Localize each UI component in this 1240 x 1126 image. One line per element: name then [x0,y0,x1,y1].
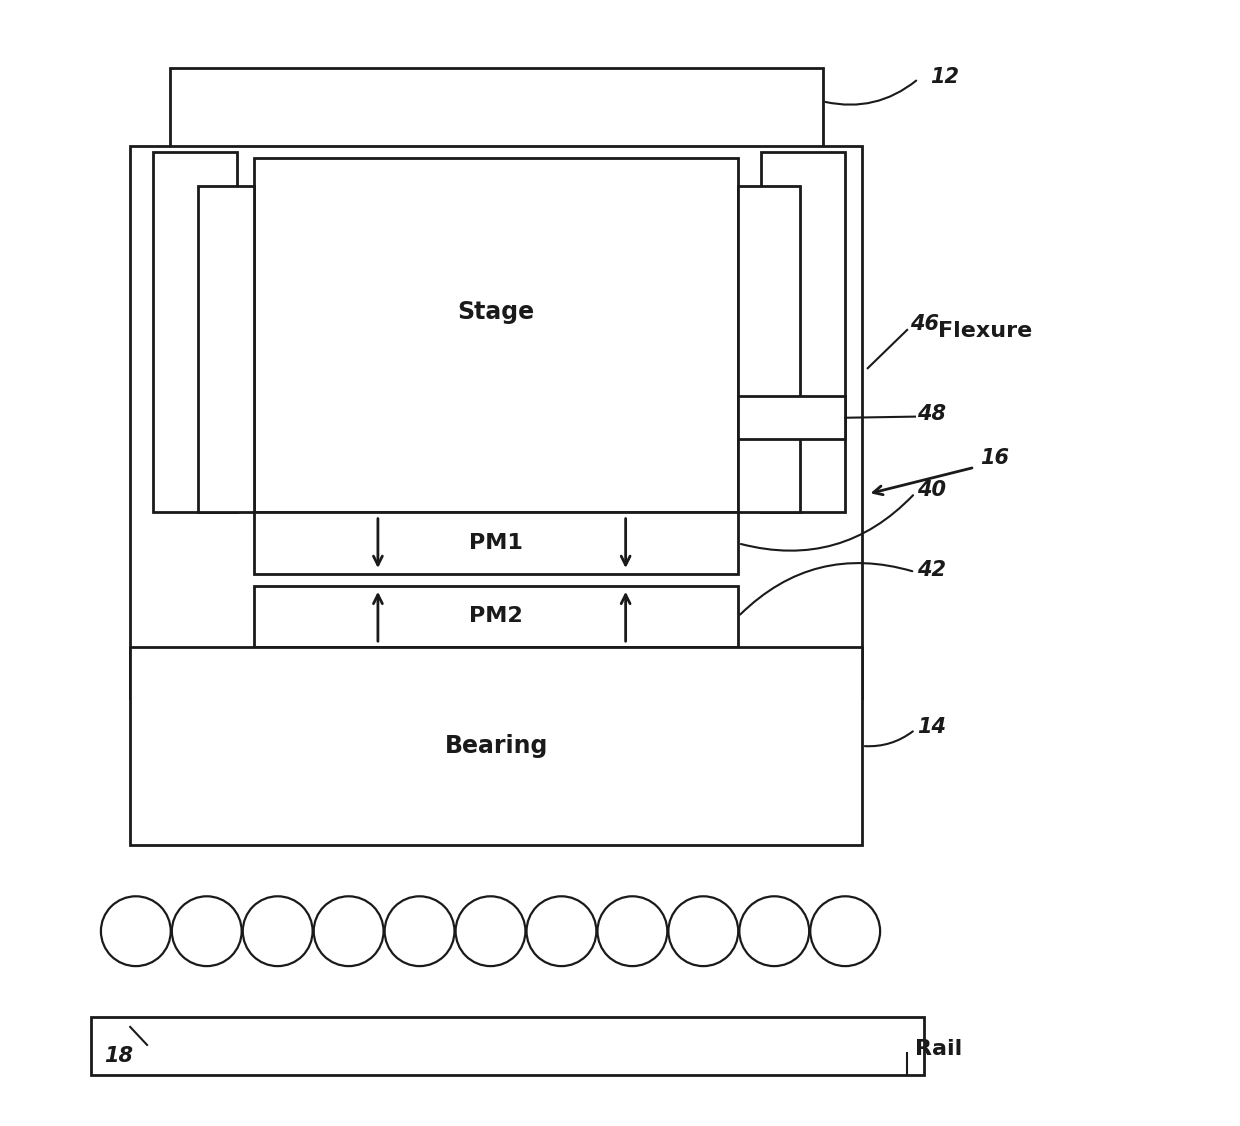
Bar [738,186,800,512]
Text: Rail: Rail [915,1039,962,1060]
Bar [91,1017,924,1075]
Text: PM2: PM2 [469,607,523,626]
Circle shape [527,896,596,966]
Bar [761,152,846,512]
Text: 40: 40 [918,480,946,500]
Text: PM1: PM1 [469,534,523,553]
Bar [130,146,862,698]
Circle shape [455,896,526,966]
Text: 48: 48 [918,404,946,425]
Circle shape [384,896,455,966]
Bar [254,158,738,512]
Bar [254,586,738,647]
Circle shape [243,896,312,966]
Bar [197,186,254,512]
Text: 18: 18 [104,1046,133,1066]
Circle shape [739,896,810,966]
Bar [170,68,822,152]
Text: 42: 42 [918,560,946,580]
Circle shape [100,896,171,966]
Circle shape [314,896,383,966]
Bar [130,647,862,844]
Text: 46: 46 [910,314,940,334]
Text: 14: 14 [918,717,946,738]
Bar [153,152,237,512]
Text: 12: 12 [930,66,959,87]
Bar [738,396,846,439]
Text: Stage: Stage [458,301,534,324]
Text: Bearing: Bearing [444,734,548,758]
Bar [254,512,738,574]
Circle shape [810,896,880,966]
Text: Flexure: Flexure [937,321,1032,341]
Circle shape [668,896,738,966]
Circle shape [598,896,667,966]
Circle shape [172,896,242,966]
Text: 16: 16 [981,448,1009,468]
